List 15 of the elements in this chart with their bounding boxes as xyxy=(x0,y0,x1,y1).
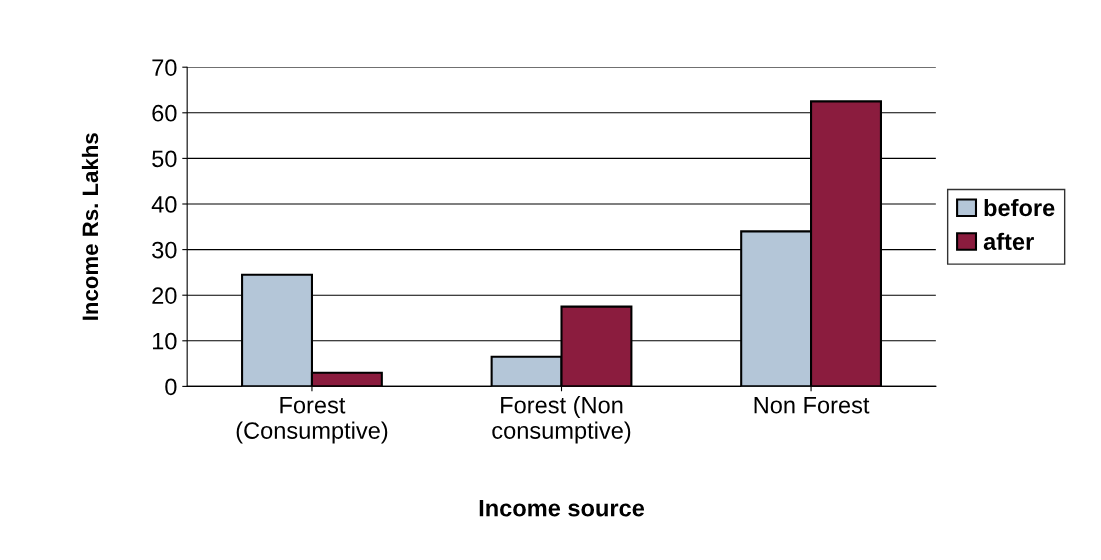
x-tick-label: Forest (Consumptive) xyxy=(236,396,388,444)
y-tick-label: 30 xyxy=(152,241,177,259)
y-tick-label: 20 xyxy=(152,287,177,304)
legend-label: after xyxy=(983,232,1034,251)
y-axis-title: Income Rs. Lakhs xyxy=(81,133,99,320)
legend-label: before xyxy=(984,198,1055,217)
y-tick-label: 50 xyxy=(152,150,177,168)
y-tick-label: 10 xyxy=(152,332,177,350)
y-tick-label: 70 xyxy=(152,59,177,76)
y-tick-label: 0 xyxy=(165,378,177,396)
x-axis-title: Income source xyxy=(479,499,645,517)
y-tick-label: 60 xyxy=(152,104,177,122)
x-tick-label: Non Forest xyxy=(754,396,870,414)
x-tick-label: Forest (Non consumptive) xyxy=(492,396,631,444)
y-tick-label: 40 xyxy=(151,196,177,213)
